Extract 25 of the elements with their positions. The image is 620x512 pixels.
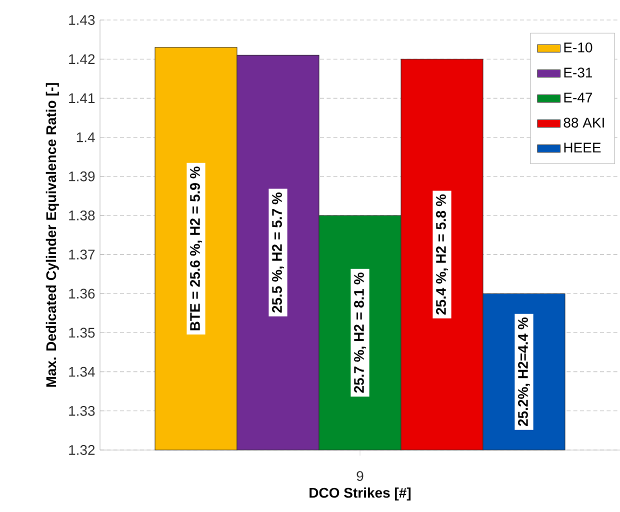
y-tick-label: 1.37 bbox=[69, 250, 95, 260]
annotation: 25.7 %, H2 = 8.1 % bbox=[354, 272, 366, 393]
annotation: 25.5 %, H2 = 5.7 % bbox=[272, 192, 284, 313]
y-tick-label: 1.43 bbox=[69, 15, 95, 25]
legend-label: 88 AKI bbox=[564, 118, 604, 128]
legend-label: E-31 bbox=[564, 68, 592, 78]
y-tick-label: 1.36 bbox=[69, 288, 95, 299]
legend-label: HEEE bbox=[564, 142, 601, 152]
x-tick-label: 9 bbox=[356, 471, 364, 481]
y-tick-label: 1.35 bbox=[69, 328, 95, 338]
x-axis-title: DCO Strikes [#] bbox=[310, 487, 411, 501]
y-tick-label: 1.34 bbox=[69, 366, 95, 377]
y-tick-label: 1.4 bbox=[76, 132, 95, 142]
annotation: 25.4 %, H2 = 5.8 % bbox=[436, 194, 448, 315]
legend-label: E-10 bbox=[564, 42, 592, 52]
y-tick-label: 1.42 bbox=[69, 54, 95, 64]
y-tick-label: 1.33 bbox=[69, 406, 95, 416]
annotation: 25.2%, H2=4.4 % bbox=[518, 318, 530, 426]
legend-label: E-47 bbox=[564, 92, 592, 102]
annotation: BTE = 25.6 %, H2 = 5.9 % bbox=[190, 166, 202, 330]
y-tick-label: 1.39 bbox=[69, 171, 95, 182]
y-tick-label: 1.38 bbox=[69, 210, 95, 220]
y-tick-label: 1.41 bbox=[69, 93, 95, 103]
y-tick-label: 1.32 bbox=[69, 445, 95, 455]
y-axis-title: Max. Dedicated Cylinder Equivalence Ratio [-] bbox=[46, 83, 59, 387]
